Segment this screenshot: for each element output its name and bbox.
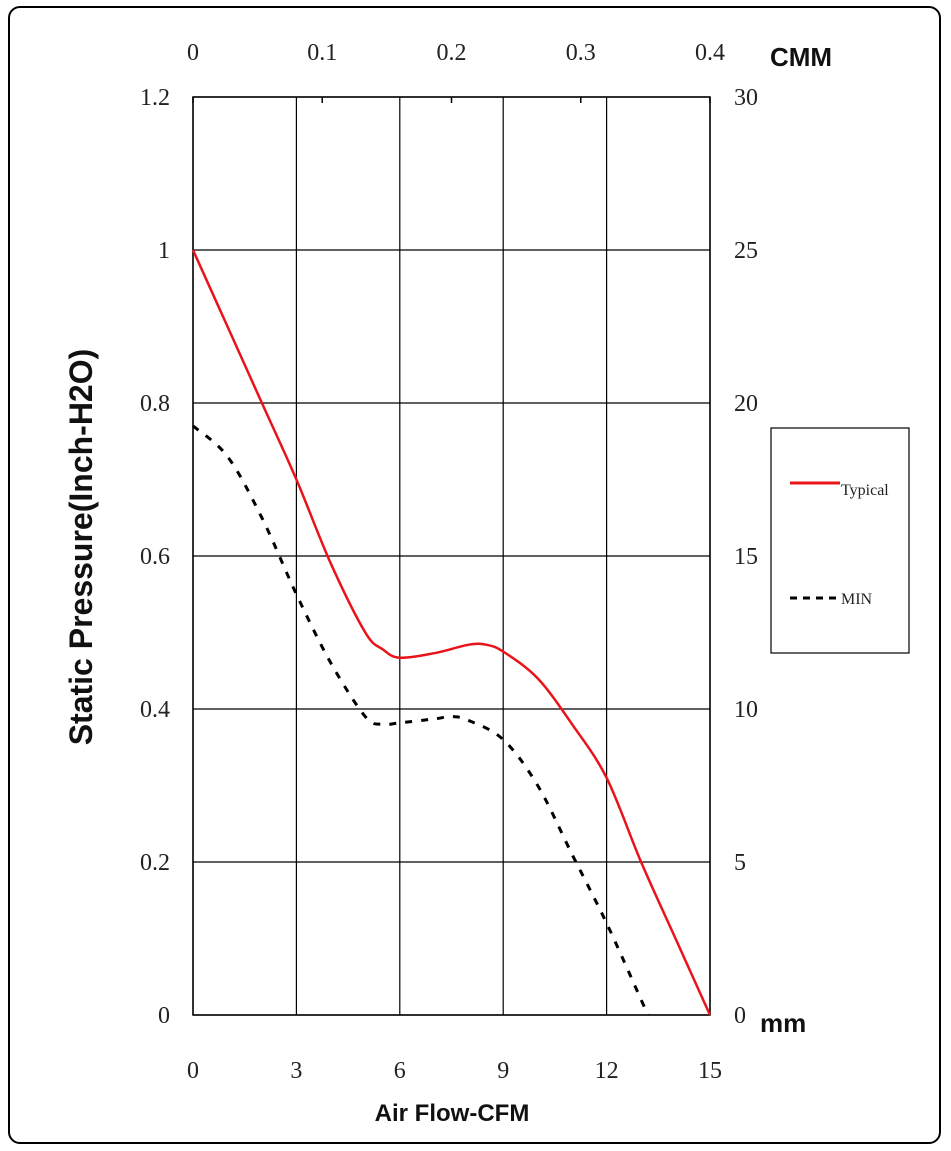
right-tick-label: 25 (734, 238, 758, 264)
y-tick-label: 0 (158, 1003, 170, 1029)
series-line-typical (191, 249, 712, 1016)
x-axis-title: Air Flow-CFM (375, 1100, 530, 1127)
legend-label-typical: Typical (841, 482, 889, 499)
right-tick-label: 20 (734, 391, 758, 417)
right-axis-ticks: 0 5 10 15 20 25 30 (734, 85, 758, 1029)
series-lines (191, 249, 712, 1016)
top-axis-unit-label: CMM (770, 42, 832, 72)
top-axis-tick-marks (192, 97, 711, 103)
grid-lines (192, 96, 711, 1016)
top-tick-label: 0.2 (437, 40, 467, 66)
y-tick-label: 1 (158, 238, 170, 264)
right-tick-label: 15 (734, 544, 758, 570)
y-tick-label: 0.4 (140, 697, 170, 723)
top-tick-label: 0.3 (566, 40, 596, 66)
right-tick-label: 10 (734, 697, 758, 723)
legend: Typical MIN (770, 427, 910, 654)
top-tick-label: 0 (187, 40, 199, 66)
right-tick-label: 0 (734, 1003, 746, 1029)
right-tick-label: 30 (734, 85, 758, 111)
x-tick-label: 0 (187, 1058, 199, 1084)
top-axis-ticks: 0 0.1 0.2 0.3 0.4 (187, 40, 725, 66)
series-line-min (192, 424, 650, 1016)
y-tick-label: 1.2 (140, 85, 170, 111)
x-tick-label: 15 (698, 1058, 722, 1084)
top-tick-label: 0.1 (307, 40, 337, 66)
y-axis-ticks: 0 0.2 0.4 0.6 0.8 1 1.2 (140, 85, 170, 1029)
right-tick-label: 5 (734, 850, 746, 876)
y-axis-title: Static Pressure(Inch-H2O) (63, 349, 99, 746)
x-tick-label: 3 (290, 1058, 302, 1084)
x-tick-label: 6 (394, 1058, 406, 1084)
x-tick-label: 9 (497, 1058, 509, 1084)
y-tick-label: 0.2 (140, 850, 170, 876)
x-tick-label: 12 (595, 1058, 619, 1084)
y-tick-label: 0.6 (140, 544, 170, 570)
y-tick-label: 0.8 (140, 391, 170, 417)
x-axis-ticks: 0 3 6 9 12 15 (187, 1058, 722, 1084)
top-tick-label: 0.4 (695, 40, 725, 66)
right-axis-unit-label: mm (760, 1008, 806, 1038)
chart-frame (8, 6, 941, 1144)
legend-label-min: MIN (841, 591, 873, 608)
legend-box (770, 427, 910, 654)
